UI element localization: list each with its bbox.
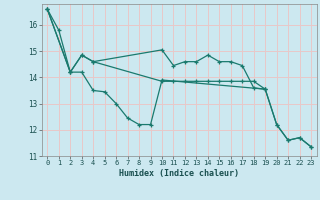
X-axis label: Humidex (Indice chaleur): Humidex (Indice chaleur) — [119, 169, 239, 178]
